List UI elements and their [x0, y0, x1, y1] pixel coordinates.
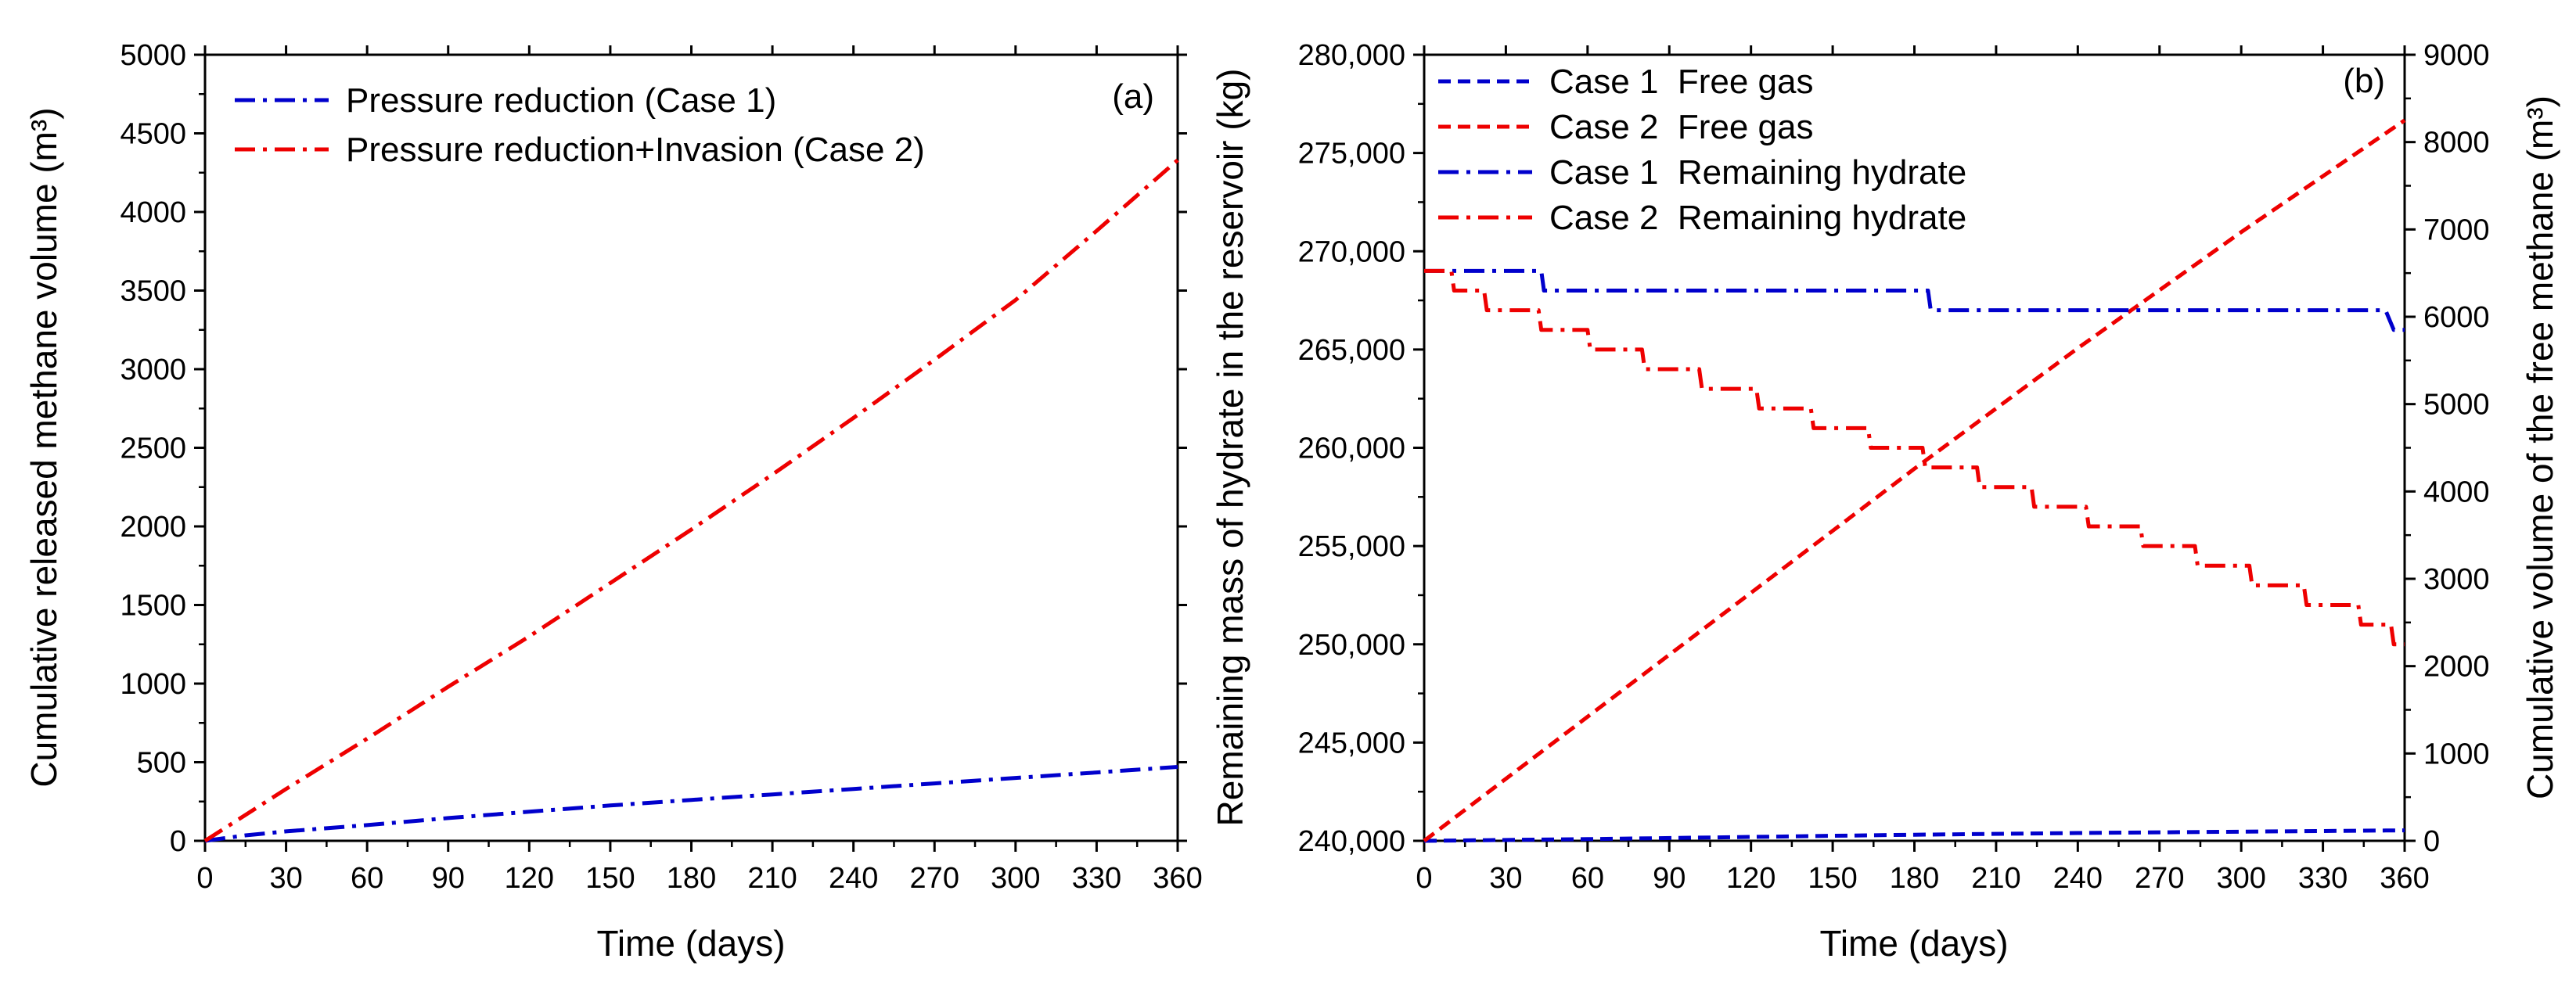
y-tick-label: 250,000 [1298, 629, 1405, 662]
y-tick-label: 1500 [120, 590, 186, 623]
y-tick-label: 500 [137, 747, 186, 780]
y-tick-label: 2000 [120, 511, 186, 544]
series-line [203, 158, 1179, 843]
y-tick-label: 4500 [120, 118, 186, 151]
y2-tick-label: 1000 [2423, 738, 2490, 770]
y-tick-label: 2500 [120, 433, 186, 465]
series-line [1424, 268, 2405, 332]
y-tick-label: 1000 [120, 668, 186, 701]
x-tick-label: 90 [1653, 862, 1686, 895]
y2-tick-label: 6000 [2423, 301, 2490, 334]
plot-frame-a [203, 53, 1179, 842]
series-line [1423, 828, 2405, 843]
legend-label: Case 2 Free gas [1549, 108, 1814, 146]
x-tick-label: 90 [432, 862, 465, 895]
x-tick-label: 120 [1726, 862, 1775, 895]
x-tick-label: 60 [1571, 862, 1604, 895]
y-tick-label: 270,000 [1298, 235, 1405, 268]
series-line [1424, 268, 2405, 647]
y2-tick-label: 5000 [2423, 389, 2490, 422]
y2-tick-label: 4000 [2423, 476, 2490, 508]
y-tick-label: 3500 [120, 275, 186, 308]
y-tick-label: 265,000 [1298, 334, 1405, 367]
y-tick-label: 275,000 [1298, 138, 1405, 171]
x-tick-label: 330 [2298, 862, 2348, 895]
series-line [204, 765, 1178, 843]
y-tick-label: 0 [170, 825, 186, 858]
x-tick-label: 210 [1971, 862, 2020, 895]
x-axis-title-a: Time (days) [596, 923, 785, 964]
y2-tick-label: 2000 [2423, 651, 2490, 684]
legend-label: Pressure reduction+Invasion (Case 2) [346, 131, 925, 169]
legend-label: Case 2 Remaining hydrate [1549, 199, 1966, 237]
y-tick-label: 255,000 [1298, 530, 1405, 563]
x-tick-label: 240 [829, 862, 878, 895]
x-tick-label: 150 [1808, 862, 1857, 895]
x-tick-label: 180 [1890, 862, 1939, 895]
y2-tick-label: 8000 [2423, 127, 2490, 160]
y-axis-right-b: 0 1000 2000 3000 4000 5000 6000 7000 8000 9000 [2405, 39, 2490, 858]
series-line [1423, 118, 2406, 842]
y-axis-title-left-b: Remaining mass of hydrate in the reservo… [1210, 69, 1250, 827]
y-axis-a: 0 500 1000 1500 2000 2500 3000 3500 4000 4500 5000 [120, 39, 1187, 858]
y-axis-title-right-b: Cumulative volume of the free methane (m… [2520, 95, 2560, 799]
x-tick-label: 240 [2053, 862, 2103, 895]
y-axis-title-a: Cumulative released methane volume (m³) [23, 107, 64, 787]
x-tick-label: 300 [2216, 862, 2265, 895]
legend-b: Case 1 Free gas Case 2 Free gas Case 1 Rem… [1438, 63, 1966, 237]
panel-label-b: (b) [2343, 62, 2385, 100]
y-tick-label: 240,000 [1298, 825, 1405, 858]
y-tick-label: 245,000 [1298, 727, 1405, 759]
x-tick-label: 0 [1416, 862, 1432, 895]
y-axis-left-b: 240,000 245,000 250,000 255,000 260,000 265,0… [1298, 39, 1424, 858]
y2-tick-label: 0 [2423, 825, 2440, 858]
x-tick-label: 150 [585, 862, 635, 895]
x-tick-label: 360 [1153, 862, 1202, 895]
y2-tick-label: 9000 [2423, 39, 2490, 72]
x-tick-label: 120 [505, 862, 554, 895]
x-tick-label: 300 [991, 862, 1040, 895]
legend-a: Pressure reduction (Case 1) Pressure redu… [235, 81, 925, 169]
series-group-b [1423, 118, 2406, 843]
y-tick-label: 5000 [120, 39, 186, 72]
legend-label: Pressure reduction (Case 1) [346, 81, 776, 120]
panel-label-a: (a) [1112, 77, 1154, 116]
y-tick-label: 260,000 [1298, 433, 1405, 465]
x-tick-label: 60 [351, 862, 383, 895]
x-tick-label: 30 [1489, 862, 1522, 895]
x-tick-label: 180 [667, 862, 716, 895]
x-tick-label: 30 [269, 862, 302, 895]
x-tick-label: 210 [747, 862, 797, 895]
x-tick-label: 330 [1072, 862, 1121, 895]
y2-tick-label: 7000 [2423, 214, 2490, 246]
x-tick-label: 0 [196, 862, 213, 895]
x-axis-b: 0 30 60 90 120 150 180 210 240 270 300 330 360 [1416, 45, 2430, 895]
x-tick-label: 270 [2135, 862, 2184, 895]
x-axis-title-b: Time (days) [1819, 923, 2008, 964]
panel-a: 0 30 60 90 120 150 180 210 240 270 300 330 360 0 500 1… [23, 39, 1203, 964]
y-tick-label: 280,000 [1298, 39, 1405, 72]
y-tick-label: 4000 [120, 196, 186, 229]
y-tick-label: 3000 [120, 354, 186, 386]
series-group-a [203, 158, 1179, 843]
x-tick-label: 360 [2380, 862, 2429, 895]
legend-label: Case 1 Free gas [1549, 63, 1814, 101]
x-axis-a: 0 30 60 90 120 150 180 210 240 270 300 330 360 [196, 45, 1203, 895]
y2-tick-label: 3000 [2423, 563, 2490, 596]
legend-label: Case 1 Remaining hydrate [1549, 153, 1966, 192]
panel-b: 0 30 60 90 120 150 180 210 240 270 300 330 360 240,0… [1210, 39, 2560, 964]
x-tick-label: 270 [910, 862, 959, 895]
